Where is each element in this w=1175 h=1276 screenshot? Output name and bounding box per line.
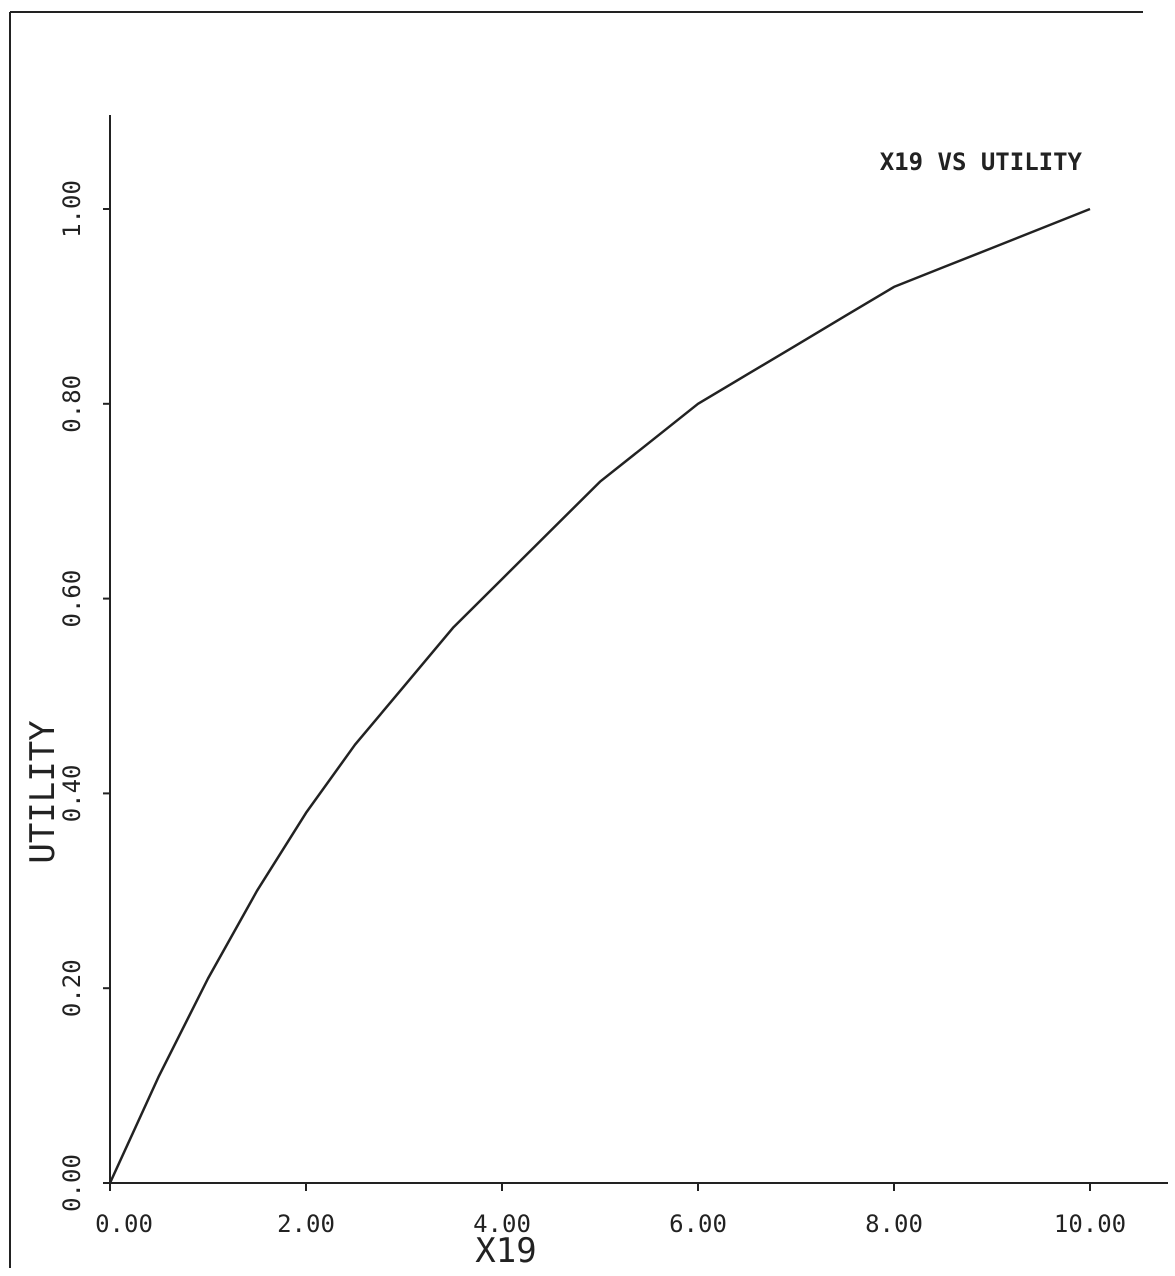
y-tick-label: 1.00 — [58, 180, 86, 238]
series-line — [108, 207, 1091, 1184]
y-tick-label: 0.80 — [58, 375, 86, 433]
x-tick-label: 0.00 — [95, 1210, 153, 1238]
x-tick-label: 4.00 — [473, 1210, 531, 1238]
x-tick-label: 6.00 — [669, 1210, 727, 1238]
y-axis-title: UTILITY — [23, 720, 63, 863]
y-tick-label: 0.00 — [58, 1154, 86, 1212]
y-tick-label: 0.20 — [58, 959, 86, 1017]
x-ticks: 0.00 2.00 4.00 6.00 8.00 10.00 — [95, 1183, 1126, 1238]
x-tick-label: 8.00 — [865, 1210, 923, 1238]
chart-title: X19 VS UTILITY — [880, 148, 1083, 176]
x-tick-label: 10.00 — [1054, 1210, 1126, 1238]
x-axis-title: X19 — [475, 1231, 536, 1271]
y-tick-label: 0.40 — [58, 765, 86, 823]
y-ticks: 0.00 0.20 0.40 0.60 0.80 1.00 — [58, 180, 110, 1212]
x-tick-label: 2.00 — [277, 1210, 335, 1238]
y-tick-label: 0.60 — [58, 570, 86, 628]
